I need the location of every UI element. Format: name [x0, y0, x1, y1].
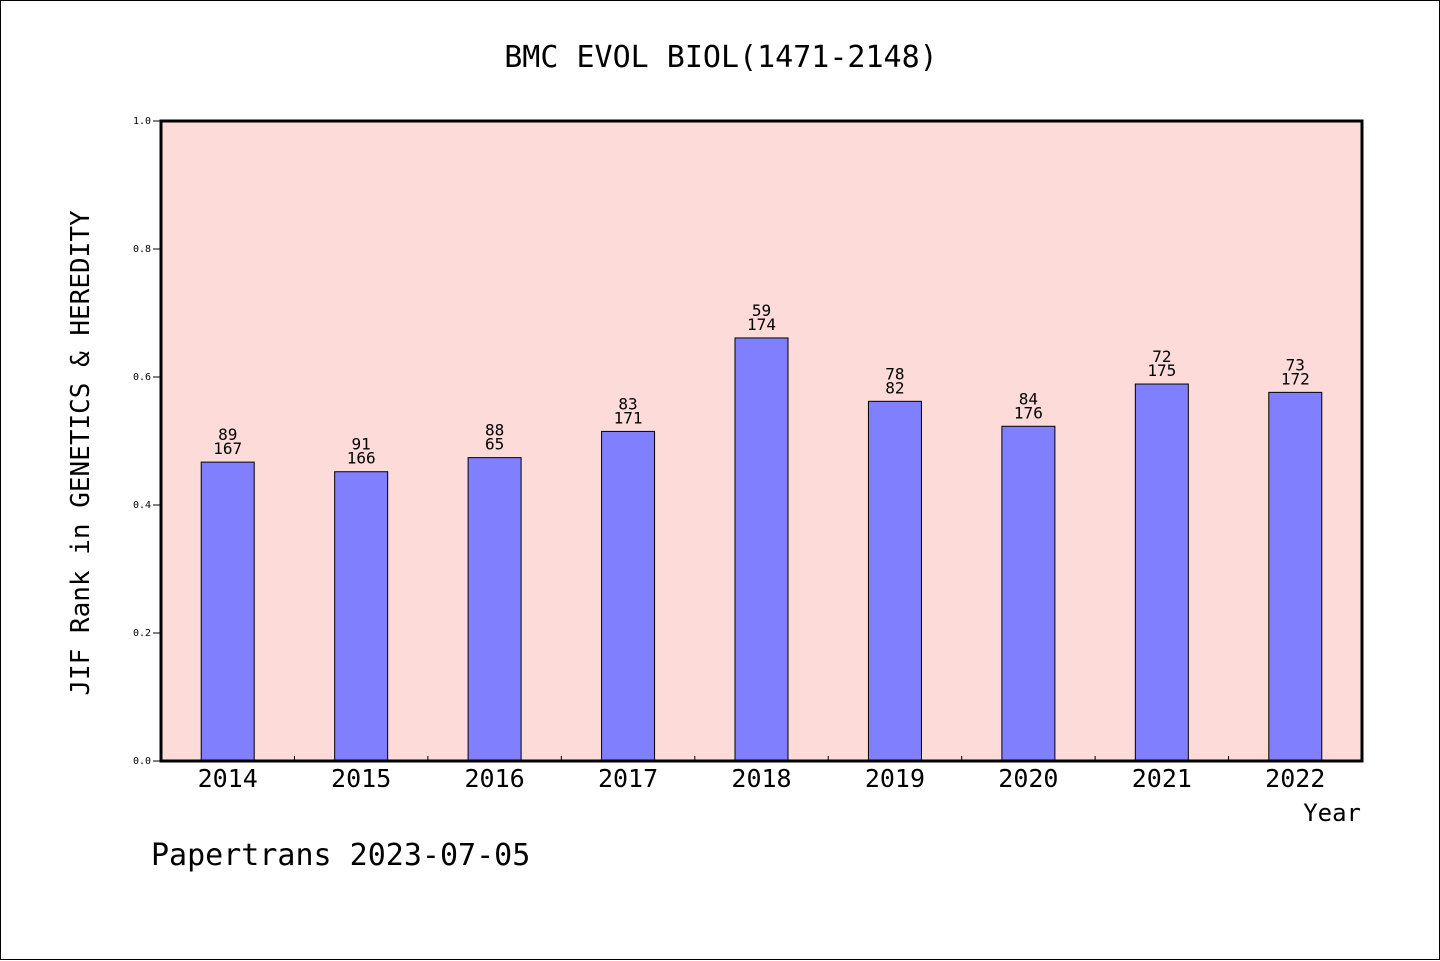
chart-title: BMC EVOL BIOL(1471-2148)	[504, 40, 937, 75]
x-tick-label: 2019	[865, 764, 925, 793]
bar-rank-label: 89	[218, 425, 237, 444]
bar-total-label: 82	[885, 378, 904, 397]
bar	[1001, 425, 1056, 762]
x-tick-label: 2018	[731, 764, 791, 793]
plot-border	[159, 119, 1364, 763]
y-tick-label: 0.0	[133, 756, 151, 767]
y-axis: 0.0 0.2 0.4 0.6 0.8 1.0	[133, 116, 161, 767]
y-tick-label: 0.2	[133, 628, 151, 639]
bar	[867, 400, 922, 762]
footer-text: Papertrans 2023-07-05	[151, 838, 530, 873]
bar-rank-label: 73	[1286, 355, 1305, 374]
bar	[734, 337, 789, 762]
bar	[200, 461, 255, 762]
bar-rank-label: 59	[752, 301, 771, 320]
bar-rank-label: 88	[485, 421, 504, 440]
x-tick-label: 2017	[598, 764, 658, 793]
bar-rank-label: 83	[618, 394, 637, 413]
x-axis-label: Year	[1303, 799, 1361, 827]
x-tick-label: 2022	[1265, 764, 1325, 793]
bar-total-label: 174	[747, 315, 776, 334]
y-tick-label: 1.0	[133, 116, 151, 127]
bar-total-label: 171	[614, 408, 643, 427]
x-tick-label: 2015	[331, 764, 391, 793]
bar-total-label: 166	[347, 449, 376, 468]
bar-rank-label: 72	[1152, 347, 1171, 366]
bar	[467, 457, 522, 762]
bar-total-label: 172	[1281, 369, 1310, 388]
bar	[601, 430, 656, 762]
x-tick-label: 2016	[465, 764, 525, 793]
x-axis: 2014 2015 2016 2017 2018 2019 2020 2021 2022	[198, 756, 1325, 793]
y-tick-label: 0.8	[133, 244, 151, 255]
bar	[1268, 391, 1323, 762]
bar-total-label: 167	[213, 439, 242, 458]
bar-total-label: 65	[485, 435, 504, 454]
bar-total-label: 175	[1147, 361, 1176, 380]
bar-total-label: 176	[1014, 403, 1043, 422]
bar-rank-label: 84	[1019, 389, 1038, 408]
x-tick-label: 2014	[198, 764, 258, 793]
bar-rank-label: 91	[352, 435, 371, 454]
bar	[334, 471, 389, 762]
bar-rank-label: 78	[885, 364, 904, 383]
x-tick-label: 2020	[998, 764, 1058, 793]
x-tick-label: 2021	[1132, 764, 1192, 793]
y-tick-label: 0.4	[133, 500, 151, 511]
bar	[1134, 383, 1189, 762]
y-tick-label: 0.6	[133, 372, 151, 383]
y-axis-label: JIF Rank in GENETICS & HEREDITY	[66, 210, 96, 696]
